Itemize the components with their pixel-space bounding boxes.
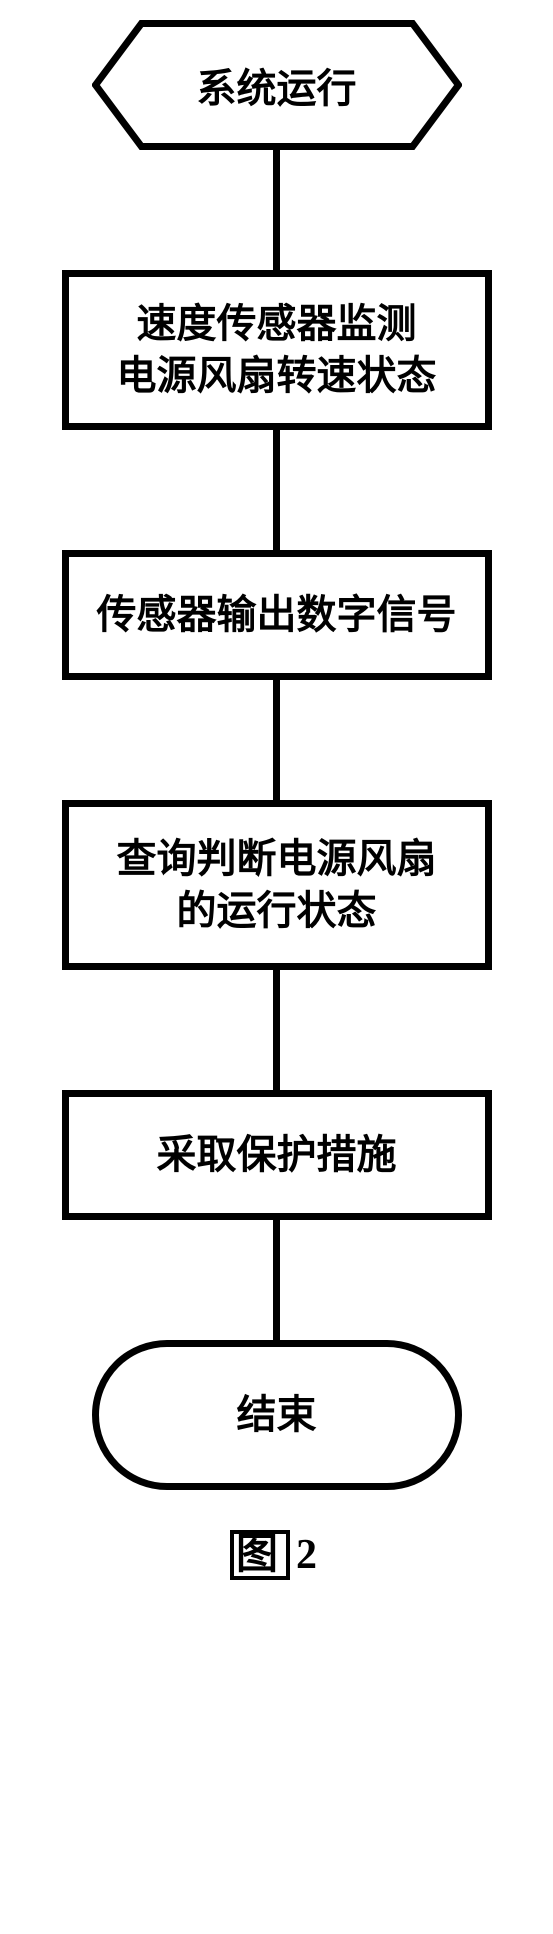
connector	[273, 680, 280, 800]
flowchart-container: 系统运行速度传感器监测 电源风扇转速状态传感器输出数字信号查询判断电源风扇 的运…	[62, 20, 492, 1490]
connector	[273, 150, 280, 270]
flow-node-step1: 速度传感器监测 电源风扇转速状态	[62, 270, 492, 430]
flow-node-end: 结束	[92, 1340, 462, 1490]
figure-caption: 图2	[230, 1530, 323, 1580]
connector	[273, 970, 280, 1090]
caption-prefix: 图	[230, 1530, 290, 1580]
flow-node-start: 系统运行	[92, 20, 462, 150]
connector	[273, 430, 280, 550]
flow-node-step3: 查询判断电源风扇 的运行状态	[62, 800, 492, 970]
connector	[273, 1220, 280, 1340]
flow-node-step4: 采取保护措施	[62, 1090, 492, 1220]
flow-node-step2: 传感器输出数字信号	[62, 550, 492, 680]
caption-number: 2	[296, 1532, 323, 1578]
